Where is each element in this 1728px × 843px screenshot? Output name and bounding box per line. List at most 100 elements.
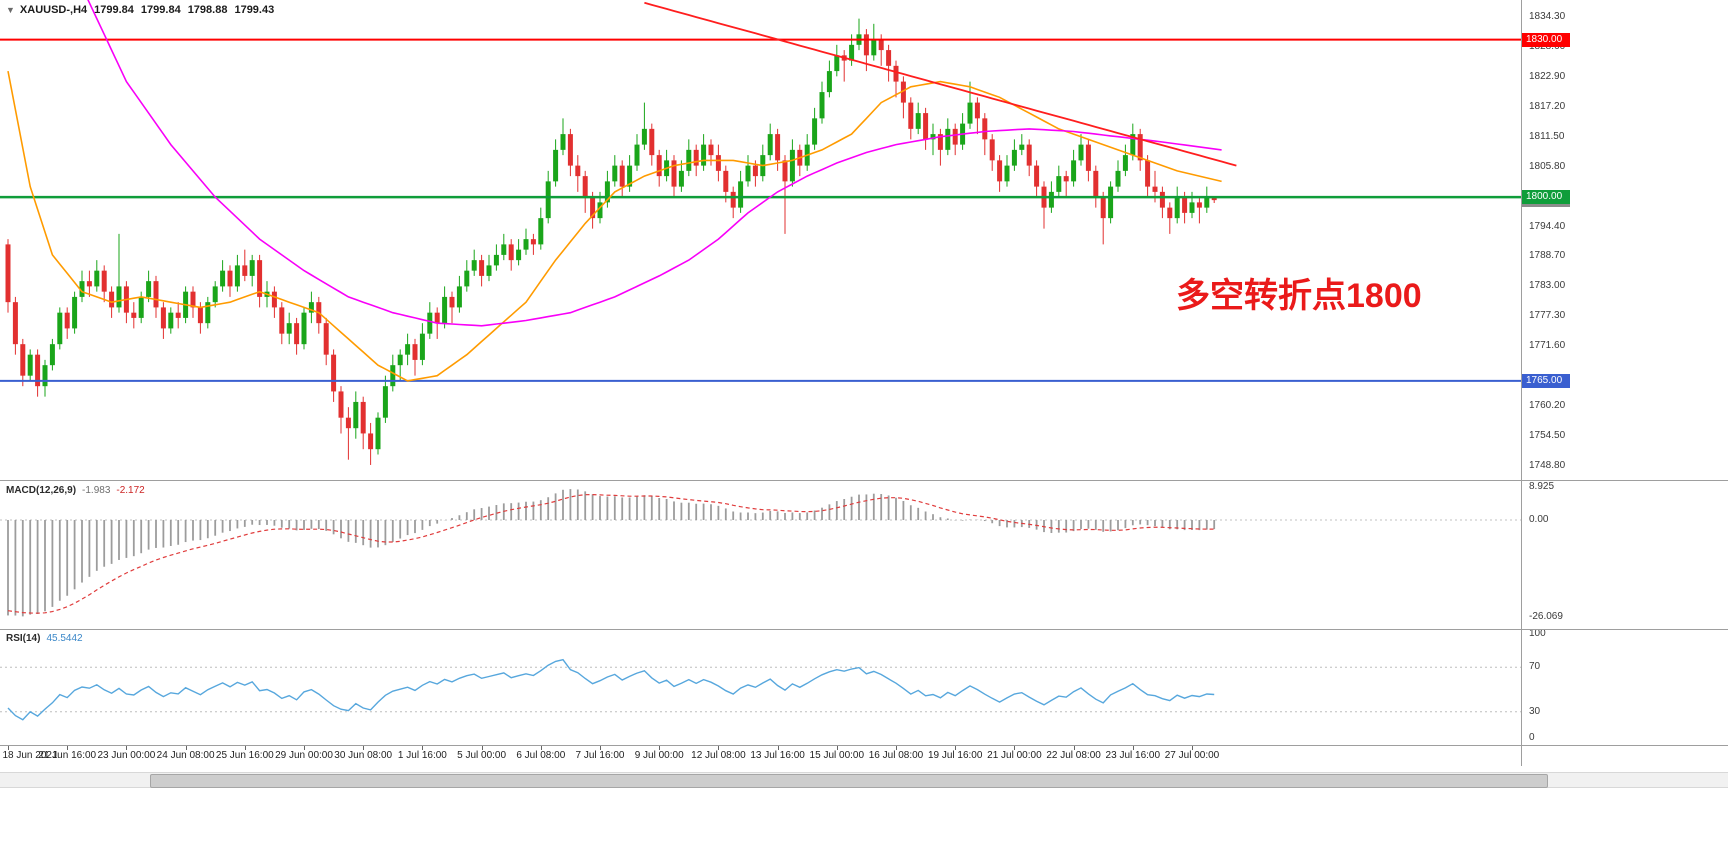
time-axis-tick [836, 746, 838, 750]
candle-body [271, 291, 277, 308]
pane-separator[interactable] [0, 480, 1728, 481]
time-axis-label: 1 Jul 16:00 [397, 750, 447, 761]
candle-body [501, 244, 507, 255]
candle-body [567, 134, 573, 166]
time-axis-label: 13 Jul 16:00 [750, 750, 805, 761]
price-tick-label: 1754.50 [1529, 430, 1566, 442]
symbol-dropdown-icon[interactable]: ▼ [6, 5, 15, 15]
candle-body [708, 144, 714, 156]
candle-body [686, 149, 692, 171]
candle-body [812, 118, 818, 145]
candle-body [220, 270, 226, 287]
time-axis-label: 23 Jul 16:00 [1105, 750, 1161, 761]
candle-body [1026, 144, 1032, 166]
candle-body [464, 270, 470, 287]
candle-body [301, 312, 307, 345]
time-axis-tick [126, 746, 128, 750]
candle-body [575, 165, 581, 177]
candle-body [116, 286, 122, 308]
time-axis-label: 29 Jun 00:00 [275, 750, 333, 761]
time-axis-tick [304, 746, 305, 750]
ohlc-low: 1798.88 [187, 4, 228, 16]
price-axis[interactable]: 1834.301828.601822.901817.201811.501805.… [1521, 0, 1728, 766]
candle-body [1137, 134, 1143, 161]
candle-body [678, 170, 684, 187]
time-axis-label: 9 Jul 00:00 [634, 750, 684, 761]
candle-body [1145, 160, 1151, 187]
candle-body [893, 65, 899, 82]
candle-body [279, 307, 285, 334]
candle-body [368, 433, 374, 450]
candle-body [153, 281, 159, 308]
ohlc-open: 1799.84 [94, 4, 134, 16]
candle-body [168, 312, 174, 329]
ma-slow-magenta-line[interactable] [82, 0, 1222, 327]
price-annotation-text[interactable]: 多空转折点1800 [1176, 277, 1422, 315]
candle-body [197, 307, 203, 324]
candle-body [338, 391, 344, 418]
time-axis-tick [955, 746, 957, 750]
candle-body [789, 149, 795, 182]
candle-body [94, 270, 100, 287]
candle-body [397, 354, 403, 366]
candle-body [782, 160, 788, 182]
pane-separator[interactable] [0, 629, 1728, 630]
candle-body [419, 333, 425, 360]
candle-body [360, 401, 366, 434]
price-tick-label: 1777.30 [1529, 310, 1566, 322]
time-axis-label: 6 Jul 08:00 [516, 750, 566, 761]
candle-body [1189, 202, 1195, 213]
macd-indicator-canvas[interactable] [0, 481, 1521, 629]
candle-body [945, 128, 951, 150]
candle-body [12, 302, 18, 345]
price-tick-label: 1760.20 [1529, 400, 1566, 412]
macd-pane-label: MACD(12,26,9) -1.983 -2.172 [6, 485, 151, 496]
candle-body [590, 197, 596, 219]
candle-body [1174, 197, 1180, 219]
time-axis-tick [185, 746, 187, 750]
candle-body [952, 128, 958, 145]
price-tick-label: 1771.60 [1529, 340, 1566, 352]
candle-body [353, 401, 359, 429]
candle-body [5, 244, 11, 303]
candle-body [538, 218, 544, 245]
candle-body [1063, 176, 1069, 182]
candle-body [937, 134, 943, 150]
candle-body [486, 265, 492, 276]
candle-body [545, 181, 551, 219]
candle-body [649, 128, 655, 156]
price-line-badge: 1765.00 [1522, 373, 1570, 388]
price-tick-label: 1811.50 [1529, 130, 1565, 142]
candle-body [1182, 197, 1188, 213]
time-axis-label: 22 Jul 08:00 [1046, 750, 1101, 761]
time-axis-label: 21 Jun 16:00 [38, 750, 97, 761]
rsi-pane-label: RSI(14) 45.5442 [6, 633, 89, 644]
time-axis-label: 19 Jul 16:00 [927, 750, 983, 761]
candle-body [871, 39, 877, 56]
ma-fast-orange-line[interactable] [7, 70, 1222, 382]
rsi-value: 45.5442 [46, 633, 83, 644]
candle-body [863, 34, 869, 56]
scrollbar-thumb[interactable] [150, 774, 1548, 788]
candle-body [405, 344, 411, 355]
time-axis[interactable]: 18 Jun 2021 21 Jun 16:00 23 Jun 00:00 24 Ju… [0, 746, 1728, 765]
price-tick-label: 1817.20 [1529, 100, 1566, 112]
horizontal-scrollbar[interactable] [0, 772, 1728, 788]
candle-body [1211, 197, 1217, 201]
candle-body [656, 155, 662, 177]
candle-body [967, 102, 973, 124]
candle-body [1122, 155, 1128, 171]
candle-body [1085, 144, 1091, 171]
candle-body [767, 134, 773, 156]
candle-body [1167, 207, 1173, 219]
macd-signal-line [7, 493, 1215, 614]
time-axis-tick [659, 746, 661, 750]
candle-body [471, 260, 477, 271]
rsi-axis-label: 70 [1529, 661, 1541, 673]
candle-body [1071, 160, 1077, 182]
time-axis-tick [777, 746, 779, 750]
main-chart-canvas[interactable] [0, 0, 1521, 480]
trendline-red-line[interactable] [644, 1, 1237, 167]
rsi-indicator-canvas[interactable] [0, 630, 1521, 745]
